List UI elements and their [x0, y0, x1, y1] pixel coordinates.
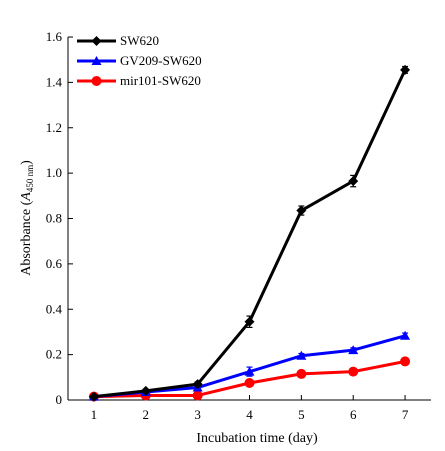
data-point	[348, 345, 359, 355]
data-point	[348, 176, 359, 187]
data-point	[400, 64, 411, 75]
y-axis-title-suffix: )	[19, 160, 34, 165]
x-tick-label: 3	[194, 407, 201, 422]
data-point	[91, 76, 102, 86]
y-axis-title-symbol: A	[19, 192, 34, 202]
data-point	[91, 36, 102, 46]
y-tick-label: 1.6	[46, 29, 63, 44]
data-point	[296, 205, 307, 216]
x-tick-label: 6	[350, 407, 357, 422]
x-tick-label: 7	[402, 407, 409, 422]
legend: SW620 GV209-SW620 mir101-SW620	[77, 33, 202, 88]
y-axis-title-subscript: 450 nm	[25, 165, 35, 192]
data-point	[91, 56, 102, 65]
x-axis-ticks: 1 2 3 4 5 6 7	[91, 395, 409, 422]
data-point	[192, 379, 203, 390]
y-tick-label: 0.2	[46, 347, 62, 362]
y-axis-title: Absorbance (A450 nm)	[19, 160, 35, 276]
data-point	[244, 366, 255, 376]
legend-label: GV209-SW620	[120, 53, 202, 68]
y-tick-label: 1.4	[46, 74, 63, 89]
data-point	[244, 377, 255, 388]
legend-item: GV209-SW620	[77, 53, 202, 68]
legend-item: SW620	[77, 33, 159, 48]
x-tick-label: 1	[91, 407, 98, 422]
x-tick-label: 5	[298, 407, 305, 422]
data-point	[296, 350, 307, 360]
y-tick-label: 1.0	[46, 165, 62, 180]
y-axis-title-prefix: Absorbance (	[19, 200, 34, 275]
data-point	[192, 390, 203, 401]
series-gv209-sw620	[88, 330, 411, 401]
y-tick-label: 0.6	[46, 256, 63, 271]
data-point	[400, 330, 411, 340]
y-tick-label: 0.4	[46, 301, 63, 316]
series-sw620	[88, 64, 411, 402]
data-point	[296, 368, 307, 379]
data-point	[140, 385, 151, 396]
x-tick-label: 2	[143, 407, 150, 422]
x-axis-title: Incubation time (day)	[196, 431, 318, 446]
legend-item: mir101-SW620	[77, 73, 201, 88]
series-layer	[88, 64, 411, 402]
x-tick-label: 4	[246, 407, 253, 422]
y-tick-label: 1.2	[46, 120, 62, 135]
data-point	[244, 316, 255, 327]
data-point	[400, 356, 411, 367]
series-mir101-sw620	[88, 356, 411, 402]
y-tick-label: 0.8	[46, 211, 62, 226]
data-point	[348, 366, 359, 377]
data-point	[88, 391, 99, 402]
y-tick-label: 0	[56, 392, 63, 407]
y-axis-ticks: 0 0.2 0.4 0.6 0.8 1.0 1.2 1.4 1.6	[46, 29, 73, 407]
legend-label: SW620	[120, 33, 159, 48]
legend-label: mir101-SW620	[120, 73, 201, 88]
